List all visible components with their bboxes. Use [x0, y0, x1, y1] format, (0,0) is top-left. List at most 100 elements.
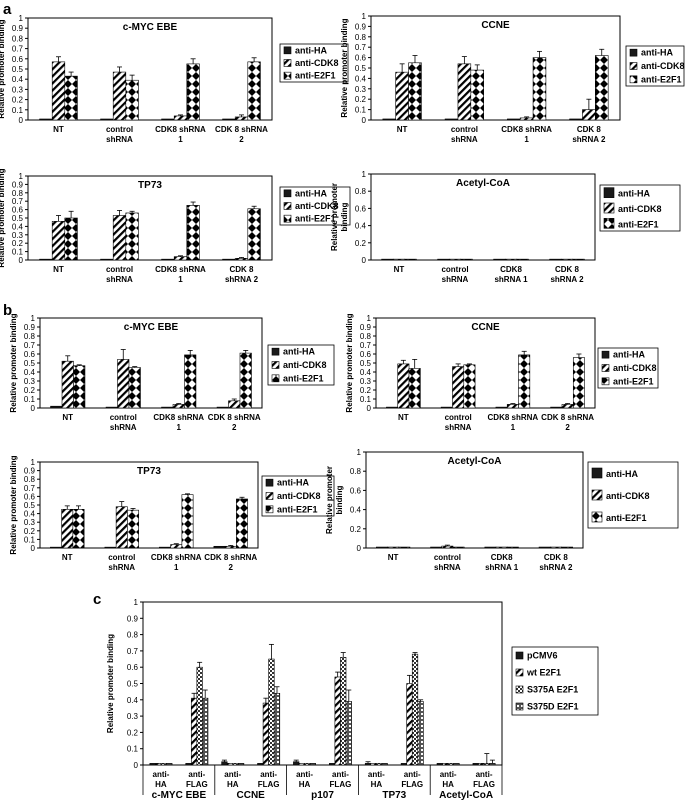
y-tick-label: 0.6 [12, 55, 24, 64]
legend-label: anti-CDK8 [641, 61, 685, 71]
bar-pCMV6 [329, 763, 336, 766]
legend-swatch [265, 492, 274, 500]
bar-pCMV6 [221, 761, 228, 766]
bar-anti-CDK8 [224, 545, 237, 549]
bar-S375D-E2F1 [202, 697, 209, 766]
category-label: anti- [188, 770, 205, 779]
bar-anti-E2F1 [572, 357, 585, 409]
category-label: control [441, 265, 468, 274]
plot-frame [365, 451, 584, 549]
chart-title: CCNE [481, 20, 510, 31]
category-label: control [110, 413, 137, 422]
bar-anti-HA [161, 118, 175, 121]
y-tick-label: 0.6 [355, 54, 367, 63]
legend-label: anti-HA [295, 45, 327, 55]
chart-title: Acetyl-CoA [456, 178, 510, 189]
bar-anti-E2F1 [460, 258, 473, 261]
bar-anti-E2F1 [181, 494, 194, 549]
category-label: CDK8 shRNA [501, 125, 552, 134]
y-tick-label: 0 [362, 256, 367, 265]
chart-title: TP73 [137, 466, 161, 477]
y-tick-label: 0.5 [127, 680, 139, 689]
category-label: anti- [260, 770, 277, 779]
category-label: CDK 8 shRNA [208, 413, 261, 422]
legend-swatch [283, 189, 292, 198]
category-label: shRNA [451, 135, 478, 144]
group-label: CCNE [237, 790, 266, 801]
bar-anti-E2F1 [408, 368, 421, 409]
bar-S375D-E2F1 [309, 763, 316, 766]
legend-label: anti-HA [618, 189, 650, 199]
y-tick-label: 0.8 [12, 34, 24, 43]
y-tick-label: 0 [19, 256, 24, 265]
chart-legend: pCMV6 wt E2F1 S375A E2F1 S375D E2F1 [511, 646, 599, 716]
y-tick-label: 0.2 [360, 386, 372, 395]
category-label: 2 [565, 423, 570, 432]
y-tick-label: 0.5 [12, 214, 24, 223]
chart-legend: anti-HA anti-CDK8 anti-E2F1 [625, 45, 685, 87]
category-label: FLAG [258, 780, 280, 789]
bar-S375A-E2F1 [340, 657, 347, 766]
bar-anti-E2F1 [247, 208, 261, 261]
y-tick-label: 0.5 [355, 64, 367, 73]
category-label: shRNA 2 [550, 275, 584, 284]
y-tick-label: 0.9 [355, 22, 367, 31]
legend-label: anti-E2F1 [283, 373, 324, 383]
bar-anti-HA [381, 258, 394, 261]
y-tick-label: 0.3 [24, 518, 36, 527]
bar-pCMV6 [149, 763, 156, 766]
bar-wt-E2F1 [370, 763, 377, 766]
bar-anti-CDK8 [504, 258, 518, 261]
y-axis-label: Relative promoter binding [345, 313, 354, 412]
category-label: CDK8 shRNA [155, 265, 206, 274]
legend-swatch [629, 48, 638, 57]
legend-label: anti-CDK8 [613, 363, 657, 373]
bar-anti-HA [550, 406, 563, 409]
y-tick-label: 0 [367, 404, 372, 413]
category-label: CDK 8 [577, 125, 602, 134]
y-tick-label: 0.7 [360, 341, 372, 350]
legend-label: anti-CDK8 [606, 491, 650, 501]
y-tick-label: 0.8 [355, 33, 367, 42]
bar-anti-CDK8 [519, 117, 534, 121]
chart-legend: anti-HA anti-CDK8 anti-E2F1 [279, 43, 349, 83]
category-label: NT [62, 413, 73, 422]
y-tick-label: 0.6 [24, 492, 36, 501]
y-tick-label: 0 [362, 116, 367, 125]
bar-S375D-E2F1 [381, 763, 388, 766]
y-tick-label: 0.2 [355, 239, 367, 248]
chart-b4: 0 0.2 0.4 0.6 0.8 1 Relative promoter binding Ac… [325, 448, 679, 572]
legend-label: anti-HA [277, 478, 309, 488]
group-label: Acetyl-CoA [439, 790, 493, 801]
bar-anti-E2F1 [452, 546, 465, 549]
category-label: anti- [368, 770, 385, 779]
bar-anti-HA [39, 258, 53, 261]
bar-anti-HA [222, 258, 236, 261]
chart-c: 0 0.1 0.2 0.3 0.4 0.5 0.6 0.7 0.8 0.9 1 Relative pr… [106, 598, 599, 801]
category-label: CDK 8 [229, 265, 254, 274]
chart-title: c-MYC EBE [124, 322, 179, 333]
bar-anti-CDK8 [228, 400, 241, 409]
category-label: 1 [524, 135, 529, 144]
bar-anti-E2F1 [516, 258, 529, 261]
y-axis-label: Relative promoter binding [340, 18, 349, 117]
bar-anti-HA [569, 118, 583, 121]
y-tick-label: 0.6 [360, 350, 372, 359]
y-tick-label: 0.2 [12, 239, 24, 248]
legend-swatch [601, 350, 610, 359]
bar-anti-CDK8 [582, 109, 596, 121]
bar-anti-CDK8 [506, 404, 519, 409]
legend-swatch [591, 467, 603, 479]
chart-title: c-MYC EBE [123, 22, 178, 33]
y-tick-label: 0.3 [24, 377, 36, 386]
legend-swatch [629, 75, 638, 84]
bar-anti-CDK8 [234, 116, 249, 121]
category-label: CDK8 shRNA [151, 553, 202, 562]
y-tick-label: 0.1 [12, 106, 24, 115]
category-label: CDK8 [491, 553, 513, 562]
legend-label: anti-E2F1 [277, 504, 318, 514]
chart-legend: anti-HA anti-CDK8 anti-E2F1 [267, 344, 335, 386]
y-tick-label: 0.8 [350, 467, 362, 476]
legend-label: anti-HA [606, 469, 638, 479]
